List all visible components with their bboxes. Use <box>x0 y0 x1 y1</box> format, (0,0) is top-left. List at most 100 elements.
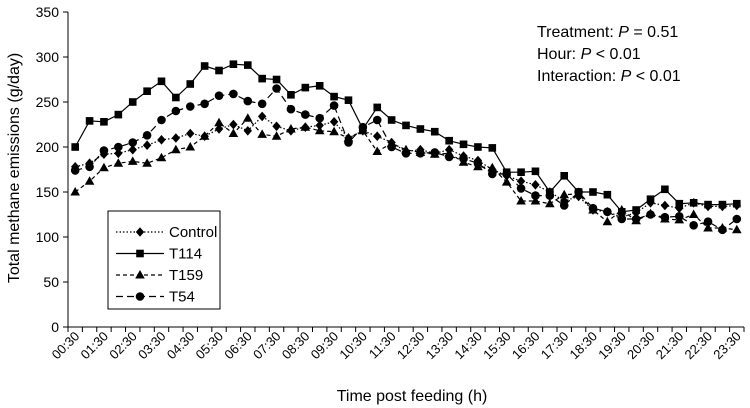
data-point-t114 <box>646 195 655 203</box>
data-point-t54 <box>430 148 440 157</box>
data-point-t54 <box>344 138 353 147</box>
data-point-t54 <box>603 207 612 217</box>
data-point-t114 <box>430 127 439 136</box>
legend-item-t159: T159 <box>116 267 203 284</box>
data-point-t114 <box>661 185 669 194</box>
data-point-t54 <box>315 113 325 123</box>
data-point-t114 <box>373 103 382 112</box>
data-point-t114 <box>387 116 396 124</box>
series-t54 <box>70 84 742 235</box>
data-point-t159 <box>113 158 124 167</box>
x-tick-label: 23:30 <box>710 329 744 363</box>
plot-frame <box>67 12 744 328</box>
data-point-t159 <box>286 124 296 133</box>
data-point-t114 <box>675 199 684 208</box>
x-tick-label: 10:30 <box>336 329 370 363</box>
data-point-t114 <box>186 80 195 88</box>
data-point-t159 <box>171 144 181 154</box>
x-tick-label: 15:30 <box>480 329 514 363</box>
data-point-t54 <box>185 102 195 111</box>
data-point-t54 <box>674 212 684 221</box>
data-point-t54 <box>272 84 281 93</box>
y-axis-title: Total methane emissions (g/day) <box>6 53 23 283</box>
data-point-t54 <box>358 122 368 132</box>
x-tick-label: 09:30 <box>308 329 342 363</box>
data-point-t54 <box>502 169 511 179</box>
data-point-control <box>214 124 224 134</box>
data-point-t54 <box>588 203 598 213</box>
data-point-t54 <box>229 89 238 99</box>
x-axis-title: Time post feeding (h) <box>337 388 488 405</box>
data-point-t114 <box>114 110 123 119</box>
legend-item-t54: T54 <box>116 289 195 306</box>
legend-item-t114: T114 <box>116 246 202 263</box>
data-point-t114 <box>445 136 453 145</box>
data-point-t54 <box>286 104 296 114</box>
data-point-t54 <box>646 210 655 219</box>
data-point-t114 <box>704 200 712 209</box>
data-point-t114 <box>560 172 569 180</box>
data-point-control <box>142 140 152 150</box>
data-point-t114 <box>229 60 238 68</box>
data-point-t54 <box>487 169 497 179</box>
legend-marker-control <box>135 227 145 237</box>
data-point-t54 <box>559 201 569 210</box>
data-point-t159 <box>242 113 253 122</box>
stats-annotation: Treatment: P = 0.51 Hour: P < 0.01 Interac… <box>537 24 681 85</box>
data-point-t159 <box>142 158 152 167</box>
annotation-line: Hour: P < 0.01 <box>537 46 641 63</box>
data-point-t54 <box>401 149 411 158</box>
annotation-line: Interaction: P < 0.01 <box>537 68 681 85</box>
data-point-t114 <box>689 199 698 207</box>
data-point-t159 <box>516 196 526 205</box>
x-tick-label: 02:30 <box>106 329 140 363</box>
data-point-t114 <box>128 98 137 106</box>
data-point-t114 <box>459 140 468 149</box>
data-point-control <box>114 148 123 159</box>
data-point-t54 <box>617 214 627 224</box>
data-point-t54 <box>459 154 468 163</box>
data-point-control <box>257 111 267 122</box>
data-point-t159 <box>185 142 196 151</box>
annotation-line: Treatment: P = 0.51 <box>537 24 678 41</box>
data-point-t159 <box>487 162 498 172</box>
data-point-t54 <box>531 191 540 200</box>
data-point-t159 <box>156 152 167 162</box>
data-point-t54 <box>114 142 123 152</box>
data-point-t159 <box>688 209 699 218</box>
series-t159 <box>70 113 742 234</box>
legend-box <box>107 210 221 310</box>
data-point-t159 <box>703 223 713 232</box>
data-point-t54 <box>70 166 80 175</box>
data-point-t54 <box>243 96 253 106</box>
x-tick-label: 22:30 <box>682 329 716 363</box>
series-layer <box>70 60 742 235</box>
data-point-t54 <box>387 142 396 152</box>
x-tick-label: 05:30 <box>193 329 227 363</box>
data-point-t114 <box>733 199 741 208</box>
data-point-t114 <box>287 91 295 99</box>
data-point-t54 <box>473 158 483 168</box>
data-point-t114 <box>488 144 497 152</box>
data-point-t159 <box>329 126 339 136</box>
data-point-t159 <box>732 224 742 234</box>
x-tick-label: 16:30 <box>509 329 543 363</box>
data-point-t54 <box>545 191 555 200</box>
x-tick-label: 20:30 <box>624 329 658 363</box>
data-point-t114 <box>243 61 252 69</box>
data-point-t114 <box>315 82 324 90</box>
data-point-t114 <box>172 93 180 102</box>
data-point-t54 <box>689 221 698 230</box>
x-tick-label: 08:30 <box>279 329 313 363</box>
data-point-t114 <box>416 125 425 133</box>
legend-item-control: Control <box>116 224 217 241</box>
legend-label-t114: T114 <box>169 246 202 263</box>
data-point-t159 <box>214 117 224 127</box>
data-point-t54 <box>660 212 670 222</box>
data-point-t54 <box>718 225 727 235</box>
x-tick-label: 18:30 <box>566 329 600 363</box>
data-point-t159 <box>70 187 80 196</box>
data-point-t159 <box>271 131 282 140</box>
data-point-t159 <box>559 189 570 199</box>
